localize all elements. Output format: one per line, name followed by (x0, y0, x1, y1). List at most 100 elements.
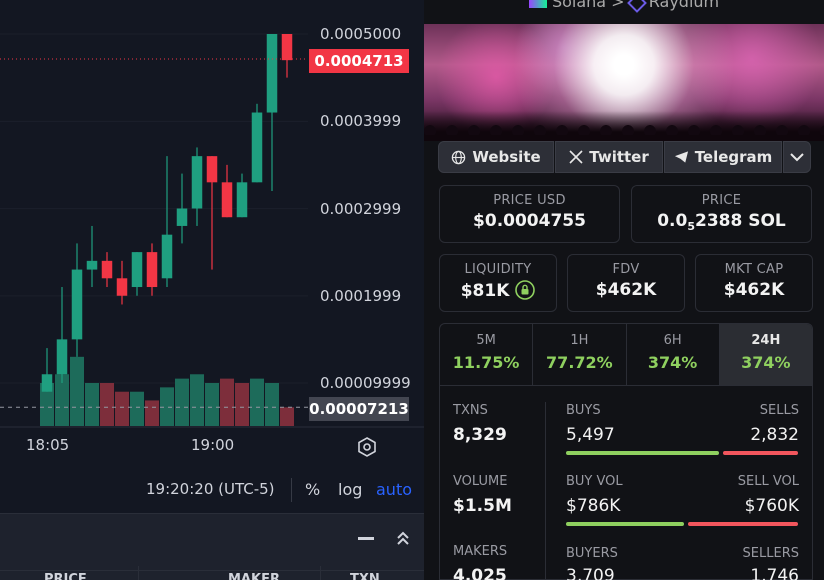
txns-value: 8,329 (453, 425, 507, 445)
twitter-button[interactable]: Twitter (555, 141, 663, 173)
chart-canvas[interactable] (0, 0, 424, 470)
breadcrumb-chain[interactable]: Solana (551, 0, 607, 11)
divider (545, 402, 546, 580)
double-chevron-up-icon[interactable] (395, 530, 411, 546)
fdv-box: FDV $462K (567, 254, 685, 312)
candle-body (101, 260, 113, 279)
buys-value: 5,497 (566, 425, 615, 445)
volume-bar (160, 387, 174, 426)
candle-body (56, 339, 68, 375)
tab-change: 11.75% (452, 353, 520, 372)
y-tick: 0.0003999 (320, 112, 402, 130)
telegram-button[interactable]: Telegram (664, 141, 782, 173)
telegram-icon (674, 151, 688, 163)
makers-value: 4,025 (453, 566, 507, 580)
tab-label: 24H (751, 333, 781, 348)
candle-body (131, 252, 143, 288)
candle-body (236, 182, 248, 218)
buyvol-ratio-bar (566, 522, 684, 526)
candle-body (176, 208, 188, 226)
col-maker[interactable]: MAKER (228, 572, 280, 580)
divider (138, 566, 139, 580)
price-chart[interactable]: 0.0005000 0.0003999 0.0002999 0.0001999 … (0, 0, 424, 513)
divider (320, 566, 321, 580)
price-sol-digits: 2388 SOL (695, 211, 786, 231)
screenshot-icon[interactable] (356, 436, 378, 458)
tab-5m[interactable]: 5M 11.75% (440, 324, 534, 385)
volume-bar (70, 356, 84, 426)
volume-price-label: 0.00007213 (309, 397, 409, 421)
volume-bar (205, 382, 219, 426)
chart-time: 19:20:20 (UTC-5) (146, 480, 275, 498)
buyers-label: BUYERS (566, 546, 618, 561)
mktcap-label: MKT CAP (724, 262, 784, 277)
chevron-down-icon (790, 153, 804, 162)
tab-24h[interactable]: 24H 374% (719, 324, 812, 385)
sellers-value: 1,746 (750, 566, 799, 580)
volume-bar (220, 378, 234, 426)
makers-label: MAKERS (453, 544, 508, 559)
more-links-button[interactable] (783, 141, 811, 173)
fdv-label: FDV (612, 262, 640, 277)
lock-icon[interactable] (515, 280, 536, 300)
volume-bar (100, 382, 114, 426)
website-button[interactable]: Website (438, 141, 554, 173)
sellvol-label: SELL VOL (737, 474, 799, 489)
volume-bar (175, 378, 189, 426)
last-price-label: 0.0004713 (309, 49, 409, 73)
candle-body (86, 260, 98, 270)
sells-value: 2,832 (750, 425, 799, 445)
price-sol-label: PRICE (701, 193, 742, 208)
mktcap-value: $462K (723, 280, 785, 300)
tab-1h[interactable]: 1H 77.72% (533, 324, 627, 385)
buyvol-value: $786K (566, 496, 621, 516)
tab-6h[interactable]: 6H 374% (627, 324, 720, 385)
log-button[interactable]: log (338, 480, 363, 499)
sellvol-ratio-bar (688, 522, 798, 526)
price-usd-box: PRICE USD $0.0004755 (439, 185, 620, 243)
volume-bar (265, 382, 279, 426)
auto-button[interactable]: auto (376, 480, 413, 499)
buyvol-label: BUY VOL (566, 474, 623, 489)
tab-label: 5M (476, 333, 496, 348)
sellvol-value: $760K (744, 496, 799, 516)
timeframe-tabs: 5M 11.75% 1H 77.72% 6H 374% 24H 374% (439, 323, 813, 386)
buys-label: BUYS (566, 403, 601, 418)
volume-value: $1.5M (453, 496, 512, 516)
telegram-label: Telegram (694, 148, 773, 166)
price-usd-value: $0.0004755 (473, 211, 586, 231)
volume-bar (85, 382, 99, 426)
x-tick: 19:00 (191, 436, 235, 454)
volume-bar (130, 391, 144, 426)
minimize-icon[interactable] (358, 537, 374, 540)
volume-bar (235, 382, 249, 426)
candle-body (281, 34, 293, 61)
tab-change: 374% (741, 353, 791, 372)
buys-ratio-bar (566, 451, 719, 455)
globe-icon (452, 150, 466, 164)
buyers-value: 3,709 (566, 566, 615, 580)
breadcrumb-dex[interactable]: Raydium (648, 0, 720, 11)
price-sol-box: PRICE 0.052388 SOL (631, 185, 812, 243)
x-icon (569, 150, 583, 164)
volume-bar (115, 391, 129, 426)
txns-label: TXNS (453, 403, 488, 418)
col-price[interactable]: PRICE (44, 572, 87, 580)
trades-panel: PRICE MAKER TXN (0, 513, 424, 580)
percent-button[interactable]: % (305, 480, 321, 499)
price-sol-value: 0.052388 SOL (632, 211, 811, 233)
volume-bar (250, 378, 264, 426)
divider (291, 478, 292, 502)
banner-crowd (424, 121, 824, 135)
candle-body (116, 278, 128, 296)
sells-ratio-bar (723, 451, 798, 455)
token-banner-image (424, 24, 824, 141)
twitter-label: Twitter (589, 148, 649, 166)
sells-label: SELLS (759, 403, 799, 418)
transactions-box: TXNS 8,329 BUYS 5,497 SELLS 2,832 VOLUME… (439, 386, 813, 580)
tab-label: 1H (570, 333, 589, 348)
col-txn[interactable]: TXN (350, 572, 380, 580)
pair-info-panel: Solana > Raydium Website Twitter Telegra… (424, 0, 824, 580)
candle-body (41, 374, 53, 392)
volume-label: VOLUME (453, 474, 508, 489)
